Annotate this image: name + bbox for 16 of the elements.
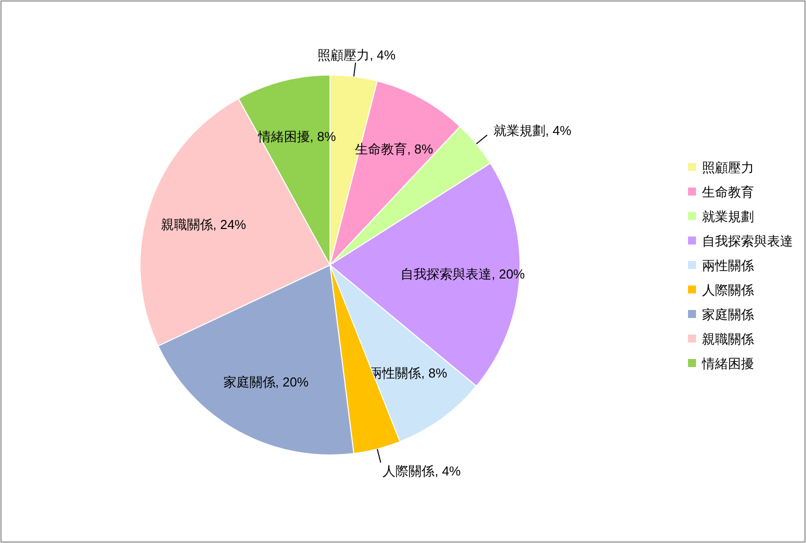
data-label: 照顧壓力, 4% <box>318 48 396 63</box>
legend-label: 生命教育 <box>702 184 754 200</box>
legend-label: 自我探索與表達 <box>702 234 793 248</box>
data-label: 人際關係, 4% <box>382 463 462 478</box>
legend-label: 兩性關係 <box>702 258 754 273</box>
data-label: 親職關係, 24% <box>160 216 247 232</box>
legend-label: 就業規劃 <box>702 209 754 224</box>
data-label: 就業規劃, 4% <box>493 122 572 138</box>
legend-label: 人際關係 <box>702 282 754 298</box>
data-label: 生命教育, 8% <box>355 141 434 156</box>
legend-label: 情緒困擾 <box>701 356 754 371</box>
legend-label: 照顧壓力 <box>702 160 754 175</box>
legend-label: 家庭關係 <box>702 307 754 322</box>
legend-label: 親職關係 <box>702 332 754 346</box>
data-label: 自我探索與表達, 20% <box>400 266 526 282</box>
data-label: 家庭關係, 20% <box>223 374 309 390</box>
